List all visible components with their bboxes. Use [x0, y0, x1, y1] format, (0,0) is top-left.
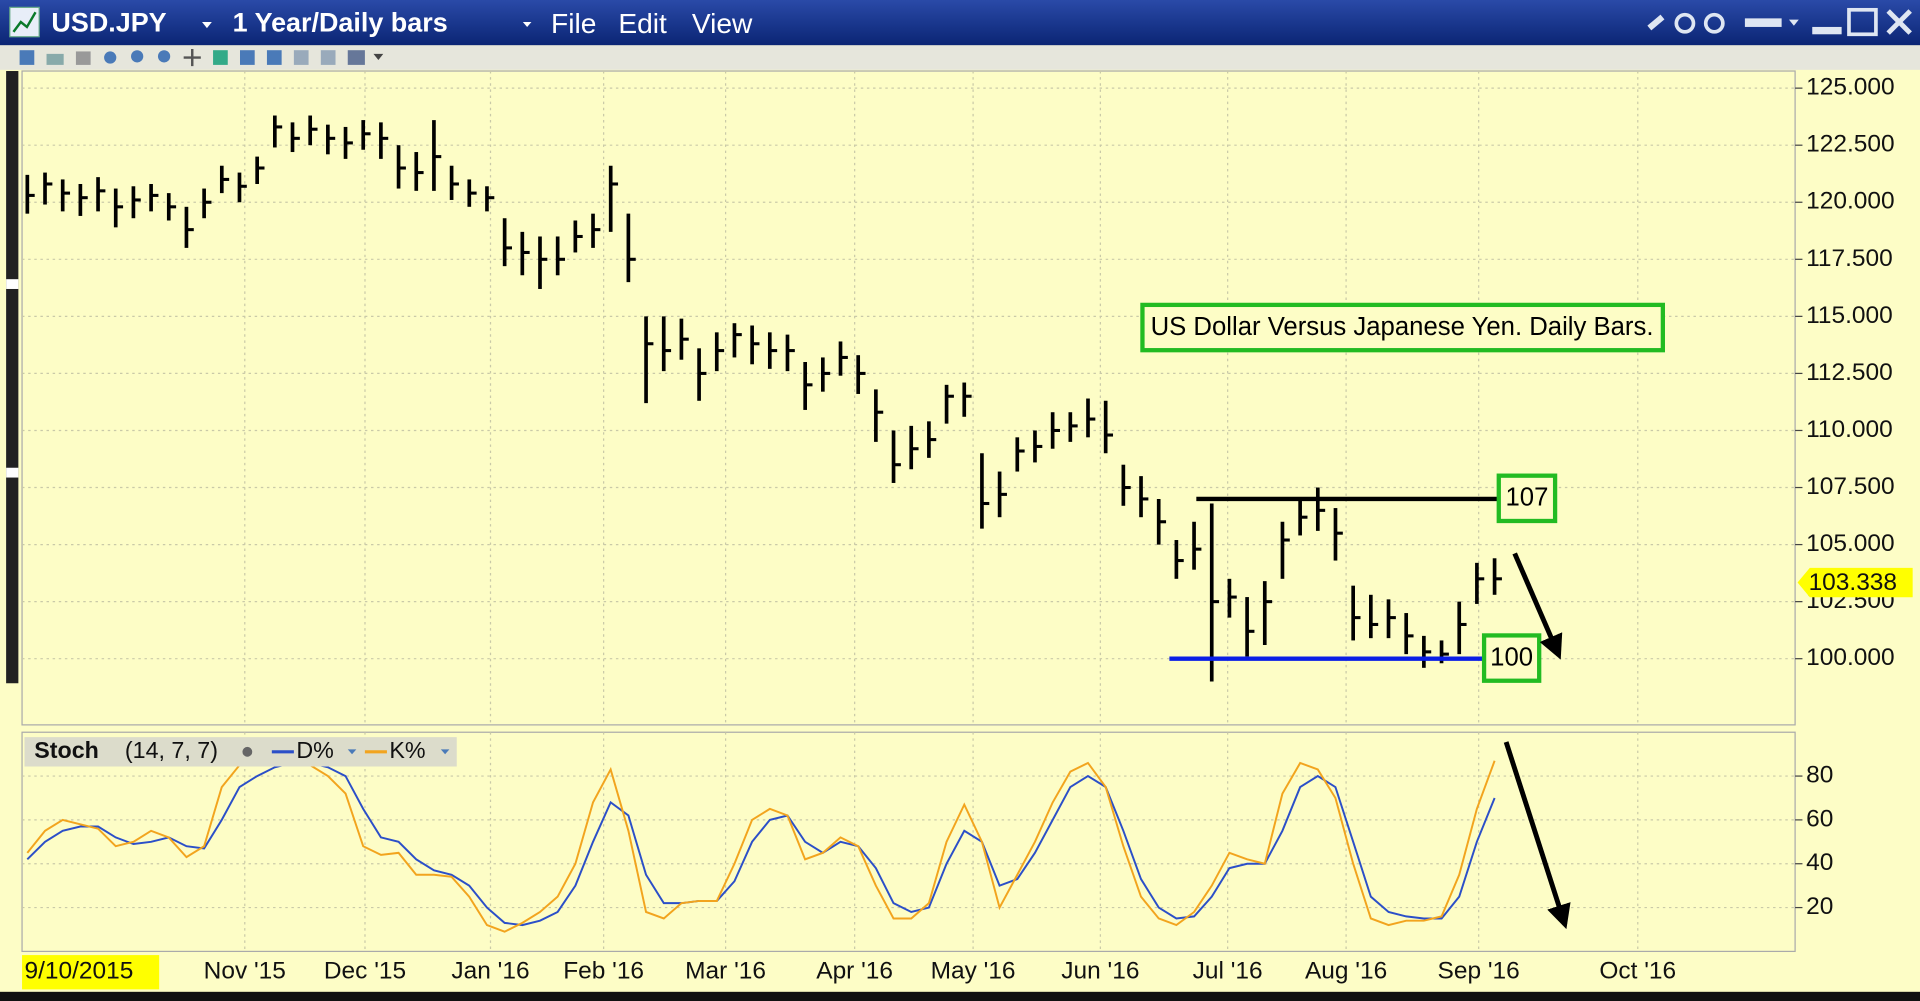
x-tick-label: Jan '16 [451, 958, 529, 985]
y-tick-label: 110.000 [1806, 416, 1893, 443]
last-price-tag [1797, 567, 1913, 598]
y-tick-label: 100.000 [1806, 644, 1894, 671]
y-tick-label: 40 [1806, 849, 1833, 876]
legend-menu [347, 749, 357, 755]
bottom-strip [0, 991, 1920, 1001]
y-tick-label: 80 [1806, 762, 1833, 789]
title-bar [0, 0, 1920, 46]
y-tick-label: 120.000 [1806, 188, 1894, 215]
x-tick-label: Apr '16 [816, 958, 893, 985]
level-box [1481, 633, 1542, 683]
window-controls[interactable] [1647, 7, 1912, 37]
stoch-line [26, 761, 1496, 927]
indicator-params: (14, 7, 7) [125, 737, 218, 763]
y-tick-label: 105.000 [1806, 530, 1894, 557]
x-tick-label: Jun '16 [1061, 958, 1139, 985]
level-label: 100 [1490, 643, 1533, 671]
x-tick-label: Mar '16 [685, 958, 766, 985]
level-label: 107 [1505, 484, 1548, 512]
symbol[interactable]: USD.JPY [51, 8, 166, 38]
menu-file[interactable]: File [551, 8, 596, 39]
y-tick-label: 122.500 [1806, 131, 1894, 158]
x-tick-label: Nov '15 [204, 958, 286, 985]
price-panel [21, 70, 1796, 726]
arrow [1503, 741, 1571, 930]
toolbar-icons[interactable] [19, 48, 384, 67]
dropdown[interactable] [522, 22, 532, 27]
legend-menu [440, 749, 450, 755]
annotation: US Dollar Versus Japanese Yen. Daily Bar… [1151, 313, 1654, 341]
dropdown[interactable] [202, 22, 212, 29]
y-tick-label: 60 [1806, 805, 1833, 832]
legend-label: D% [296, 737, 333, 763]
app-icon-line [12, 11, 37, 33]
plot-layer: Nov '15 Dec '15 Jan '16 Feb '16 Mar '16 Apr '… [22, 71, 1913, 990]
level-box [1496, 473, 1558, 524]
x-tick-label: Sep '16 [1438, 958, 1520, 985]
start-label-bg [22, 955, 160, 990]
scrollbar[interactable] [6, 71, 19, 684]
menu-edit[interactable]: Edit [618, 8, 667, 39]
menu-view[interactable]: View [692, 8, 753, 39]
period[interactable]: 1 Year/Daily bars [233, 8, 448, 38]
scroll-mark [6, 467, 19, 478]
legend-label: K% [389, 737, 425, 763]
y-tick-label: 125.000 [1806, 74, 1894, 101]
arrow [1512, 552, 1563, 660]
x-tick-label: Aug '16 [1305, 958, 1387, 985]
x-tick-label: May '16 [931, 958, 1016, 985]
y-tick-label: 115.000 [1806, 302, 1893, 329]
x-tick-label: Dec '15 [324, 958, 406, 985]
toolbar [0, 45, 1920, 70]
y-tick-label: 117.500 [1806, 245, 1893, 272]
x-tick-label: Oct '16 [1599, 958, 1676, 985]
x-tick-label: Feb '16 [563, 958, 644, 985]
annotation-box [1140, 302, 1665, 353]
indicator-name: Stoch [34, 737, 99, 763]
y-tick-label: 112.500 [1806, 359, 1893, 386]
x-tick-label: Jul '16 [1193, 958, 1263, 985]
y-tick-label: 20 [1806, 893, 1833, 920]
scroll-mark [6, 279, 19, 289]
legend-icon [242, 746, 253, 757]
last-price: 103.338 [1809, 569, 1897, 596]
start-label: 9/10/2015 [24, 958, 133, 985]
y-tick-label: 107.500 [1806, 473, 1894, 500]
